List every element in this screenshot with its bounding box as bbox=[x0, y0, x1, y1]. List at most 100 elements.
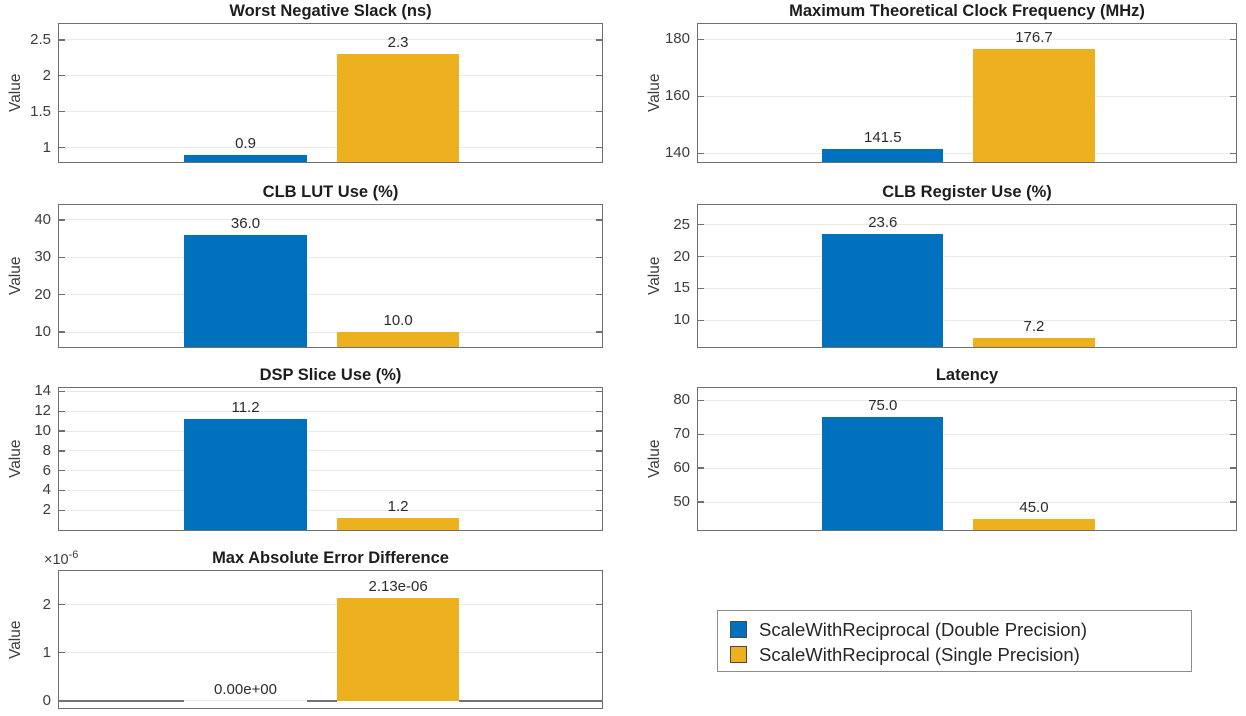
zero-baseline bbox=[59, 699, 185, 702]
tick-mark bbox=[698, 152, 704, 155]
tick-mark bbox=[596, 450, 602, 452]
gridline bbox=[59, 219, 602, 221]
bar-series-0 bbox=[184, 154, 307, 162]
tick-mark bbox=[1230, 319, 1236, 321]
gridline bbox=[698, 433, 1236, 435]
tick-mark bbox=[1230, 467, 1236, 469]
y-tick-label: 20 bbox=[34, 285, 51, 303]
legend-swatch-single-precision bbox=[730, 646, 747, 663]
bar-series-1 bbox=[973, 338, 1095, 347]
bar-series-1 bbox=[973, 519, 1095, 530]
tick-mark bbox=[596, 39, 602, 41]
tick-mark bbox=[59, 489, 65, 492]
y-tick-label: 4 bbox=[42, 481, 51, 499]
tick-mark bbox=[59, 39, 65, 41]
tick-mark bbox=[59, 652, 65, 654]
tick-mark bbox=[1230, 224, 1236, 226]
gridline bbox=[698, 287, 1236, 289]
bar-value-label: 2.3 bbox=[387, 34, 409, 52]
gridline bbox=[698, 38, 1236, 40]
bar-value-label: 45.0 bbox=[1019, 499, 1049, 517]
bar-value-label: 0.9 bbox=[235, 134, 256, 152]
tick-mark bbox=[596, 110, 602, 113]
y-tick-label: 10 bbox=[673, 311, 690, 329]
axis-scale-multiplier: ×10-6 bbox=[44, 549, 78, 568]
axis-scale-base: ×10 bbox=[44, 551, 69, 568]
tick-mark bbox=[59, 390, 65, 393]
legend-label-single-precision: ScaleWithReciprocal (Single Precision) bbox=[759, 643, 1080, 665]
y-tick-label: 50 bbox=[673, 493, 690, 511]
tick-mark bbox=[698, 501, 704, 503]
gridline bbox=[698, 224, 1236, 226]
gridline bbox=[59, 331, 602, 333]
plot-area-clb-register-use: 10 15 20 25 23.6 7.2 bbox=[673, 204, 1237, 348]
y-tick-label: 1 bbox=[42, 643, 51, 661]
y-tick-label: 0 bbox=[42, 691, 51, 709]
bar-series-0 bbox=[822, 233, 944, 347]
gridline bbox=[59, 430, 602, 432]
tick-mark bbox=[59, 331, 65, 333]
zero-baseline bbox=[459, 699, 602, 702]
y-tick-label: 140 bbox=[664, 144, 690, 162]
tick-mark bbox=[596, 430, 602, 432]
tick-mark bbox=[59, 293, 65, 296]
y-axis-label: Value bbox=[7, 620, 24, 659]
y-tick-label: 1 bbox=[42, 138, 51, 156]
tick-mark bbox=[698, 255, 704, 258]
tick-mark bbox=[698, 319, 704, 321]
gridline bbox=[59, 256, 602, 258]
plot-area-dsp-slice-use: 2 4 6 8 10 12 14 11.2 1.2 bbox=[34, 382, 603, 531]
y-tick-label: 2 bbox=[42, 501, 51, 519]
bar-series-0 bbox=[184, 234, 307, 347]
gridline bbox=[698, 467, 1236, 469]
gridline bbox=[59, 410, 602, 412]
y-tick-label: 10 bbox=[34, 323, 51, 341]
plot-area-max-abs-error-difference: 0 1 2 0.00e+00 2.13e-06 bbox=[43, 570, 603, 709]
gridline bbox=[59, 450, 602, 452]
bar-value-label: 2.13e-06 bbox=[368, 578, 428, 596]
tick-mark bbox=[1230, 38, 1236, 41]
y-tick-label: 8 bbox=[42, 441, 51, 459]
legend-swatch-double-precision bbox=[730, 621, 747, 638]
gridline bbox=[698, 152, 1236, 154]
tick-mark bbox=[698, 287, 704, 290]
y-tick-label: 6 bbox=[42, 461, 51, 479]
tick-mark bbox=[698, 38, 704, 41]
gridline bbox=[698, 501, 1236, 503]
tick-mark bbox=[596, 410, 602, 412]
y-tick-label: 60 bbox=[673, 459, 690, 477]
gridline bbox=[59, 489, 602, 491]
gridline bbox=[59, 509, 602, 511]
tick-mark bbox=[1230, 255, 1236, 258]
bar-value-label: 141.5 bbox=[864, 129, 902, 147]
tick-mark bbox=[698, 224, 704, 226]
bar-value-label: 1.2 bbox=[387, 498, 409, 516]
tick-mark bbox=[59, 469, 65, 472]
bar-series-1 bbox=[337, 54, 460, 162]
tick-mark bbox=[596, 469, 602, 472]
bar-value-label: 0.00e+00 bbox=[214, 680, 277, 698]
gridline bbox=[698, 319, 1236, 321]
tick-mark bbox=[1230, 433, 1236, 435]
tick-mark bbox=[59, 219, 65, 221]
tick-mark bbox=[698, 433, 704, 435]
tick-mark bbox=[698, 399, 704, 401]
y-tick-label: 70 bbox=[673, 425, 690, 443]
bar-series-0 bbox=[184, 419, 307, 530]
gridline bbox=[59, 652, 602, 654]
bar-value-label: 23.6 bbox=[868, 213, 898, 231]
tick-mark bbox=[596, 293, 602, 296]
bar-value-label: 75.0 bbox=[868, 397, 898, 415]
bar-value-label: 11.2 bbox=[231, 399, 260, 417]
bar-value-label: 176.7 bbox=[1015, 28, 1053, 46]
tick-mark bbox=[698, 95, 704, 98]
tick-mark bbox=[596, 256, 602, 258]
plot-area-worst-negative-slack: 1 1.5 2 2.5 0.9 2.3 bbox=[30, 23, 603, 163]
zero-baseline bbox=[306, 699, 337, 702]
gridline bbox=[59, 147, 602, 149]
chart-title-dsp-slice-use: DSP Slice Use (%) bbox=[259, 366, 402, 384]
gridline bbox=[698, 95, 1236, 97]
chart-title-max-abs-error-difference: Max Absolute Error Difference bbox=[212, 549, 449, 567]
bar-series-1 bbox=[973, 48, 1095, 162]
